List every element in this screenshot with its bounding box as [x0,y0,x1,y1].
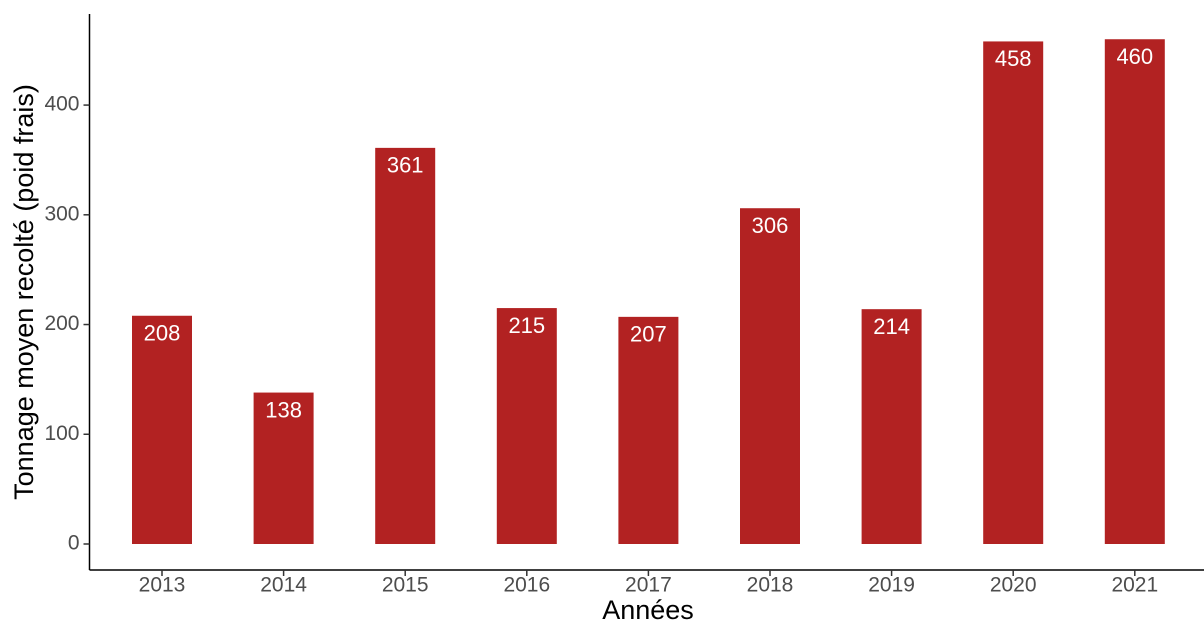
y-axis-title: Tonnage moyen recolté (poid frais) [9,84,39,500]
x-tick-label: 2021 [1111,574,1158,597]
data-label: 138 [265,397,302,422]
x-tick-label: 2013 [139,574,186,597]
data-label: 458 [995,46,1032,71]
bar [496,308,557,544]
y-tick-label: 200 [44,312,79,335]
bar [740,208,800,544]
y-tick-label: 0 [68,532,80,555]
bar [375,147,436,544]
x-tick-label: 2018 [747,574,794,597]
data-label: 215 [508,313,545,338]
data-label: 460 [1116,44,1153,69]
x-tick-label: 2016 [503,574,550,597]
y-tick-label: 100 [44,422,79,445]
bar [861,309,922,544]
x-tick-label: 2017 [625,574,672,597]
bar [983,41,1044,544]
data-label: 207 [630,322,667,347]
bar [253,392,314,544]
bar [132,315,192,544]
bar [618,316,679,544]
y-tick-label: 400 [44,93,79,116]
data-label: 306 [752,213,789,238]
x-tick-label: 2020 [990,574,1037,597]
y-tick-label: 300 [44,202,79,225]
data-label: 208 [144,321,181,346]
data-label: 214 [873,314,910,339]
x-tick-label: 2019 [868,574,915,597]
x-tick-label: 2015 [382,574,429,597]
data-label: 361 [387,153,424,178]
x-tick-label: 2014 [260,574,307,597]
x-axis-title: Années [602,595,694,624]
bar [1104,39,1165,544]
